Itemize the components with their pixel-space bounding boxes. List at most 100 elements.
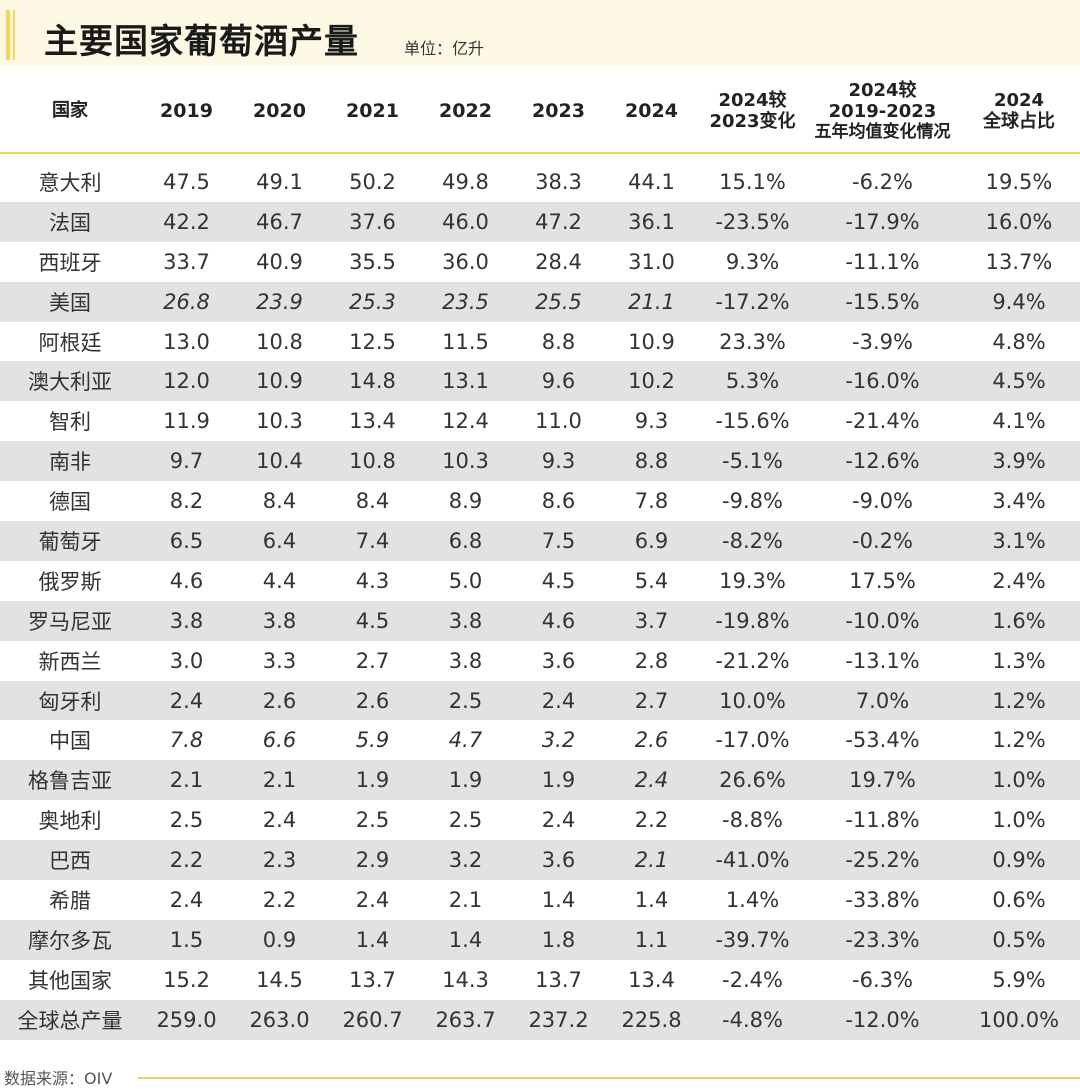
- value-cell-y2019: 12.0: [140, 361, 233, 402]
- value-cell-share: 3.4%: [992, 489, 1046, 514]
- spacer-row: [0, 153, 1080, 162]
- value-cell-share: 1.6%: [958, 600, 1080, 641]
- value-cell-y2022: 2.5: [448, 808, 483, 833]
- value-cell-y2024: 8.8: [605, 441, 698, 482]
- value-cell-y2021: 1.9: [326, 760, 419, 801]
- value-cell-y2019: 13.0: [163, 329, 210, 354]
- value-cell-y2024: 36.1: [605, 201, 698, 242]
- value-cell-y2022: 3.2: [419, 840, 512, 881]
- value-cell-y2023: 25.5: [512, 281, 605, 322]
- value-cell-y2020: 2.1: [233, 760, 326, 801]
- table-row: 德国 8.2 8.4 8.4 8.9 8.6 7.8 -9.8% -9.0% 3.4%: [0, 481, 1080, 521]
- value-cell-y2022: 8.9: [448, 489, 483, 514]
- value-cell-chg: -15.6%: [715, 409, 790, 434]
- value-cell-y2022: 13.1: [419, 361, 512, 402]
- value-cell-chg: -5.1%: [698, 441, 807, 482]
- value-cell-avg: -6.2%: [852, 169, 913, 194]
- value-cell-y2022: 5.0: [448, 568, 483, 593]
- header-country: 国家: [0, 70, 140, 154]
- value-cell-chg: 9.3%: [725, 249, 780, 274]
- value-cell-y2022: 1.9: [419, 760, 512, 801]
- header-row: 国家 2019 2020 2021 2022 2023 2024 2024较 2…: [0, 70, 1080, 154]
- value-cell-y2020: 0.9: [233, 919, 326, 960]
- table-row: 中国 7.8 6.6 5.9 4.7 3.2 2.6 -17.0% -53.4% 1.2%: [0, 720, 1080, 760]
- header-change-line2: 2023变化: [709, 111, 796, 132]
- table-row: 其他国家 15.2 14.5 13.7 14.3 13.7 13.4 -2.4% -6.3% 5.…: [0, 960, 1080, 1000]
- value-cell-share: 9.4%: [958, 281, 1080, 322]
- table-row: 智利 11.9 10.3 13.4 12.4 11.0 9.3 -15.6% -21.4% 4.1…: [0, 401, 1080, 441]
- value-cell-y2019: 2.4: [140, 680, 233, 721]
- country-cell: 法国: [0, 201, 140, 242]
- value-cell-share: 3.1%: [958, 521, 1080, 561]
- value-cell-y2021: 2.5: [355, 808, 390, 833]
- value-cell-y2024: 1.1: [605, 919, 698, 960]
- value-cell-y2021: 4.3: [355, 568, 390, 593]
- value-cell-y2021: 2.7: [355, 648, 390, 673]
- value-cell-y2020: 2.4: [262, 808, 297, 833]
- header-change-vs-2023: 2024较 2023变化: [698, 70, 807, 154]
- footer-divider: [138, 1077, 1080, 1079]
- country-cell: 格鲁吉亚: [0, 760, 140, 801]
- value-cell-y2020: 23.9: [233, 281, 326, 322]
- value-cell-y2020: 14.5: [256, 967, 303, 992]
- value-cell-y2020: 49.1: [256, 169, 303, 194]
- title-accent-thin: [13, 10, 15, 60]
- value-cell-avg: -21.4%: [845, 409, 920, 434]
- value-cell-y2020: 263.0: [233, 999, 326, 1040]
- value-cell-y2020: 4.4: [262, 568, 297, 593]
- table-row: 法国 42.2 46.7 37.6 46.0 47.2 36.1 -23.5% -17.9% 16…: [0, 201, 1080, 242]
- value-cell-avg: -0.2%: [807, 521, 958, 561]
- header-avg-line2: 2019-2023: [828, 100, 937, 122]
- page-title: 主要国家葡萄酒产量: [44, 22, 359, 62]
- value-cell-y2023: 4.5: [541, 568, 576, 593]
- country-cell: 匈牙利: [0, 680, 140, 721]
- value-cell-avg: -23.3%: [807, 919, 958, 960]
- value-cell-y2019: 2.1: [140, 760, 233, 801]
- value-cell-y2021: 7.4: [326, 521, 419, 561]
- header-2019: 2019: [140, 70, 233, 154]
- value-cell-y2021: 10.8: [326, 441, 419, 482]
- value-cell-y2023: 9.3: [512, 441, 605, 482]
- value-cell-y2019: 7.8: [169, 728, 204, 753]
- country-cell: 阿根廷: [38, 330, 102, 355]
- value-cell-y2019: 3.0: [169, 648, 204, 673]
- value-cell-share: 13.7%: [985, 249, 1053, 274]
- value-cell-share: 5.9%: [992, 967, 1046, 992]
- value-cell-chg: 15.1%: [719, 169, 786, 194]
- value-cell-y2019: 2.5: [169, 808, 204, 833]
- table-row: 阿根廷 13.0 10.8 12.5 11.5 8.8 10.9 23.3% -3.9% 4.8%: [0, 322, 1080, 362]
- value-cell-y2019: 8.2: [169, 489, 204, 514]
- value-cell-y2021: 2.9: [326, 840, 419, 881]
- value-cell-y2024: 2.1: [605, 840, 698, 881]
- table-row: 全球总产量 259.0 263.0 260.7 263.7 237.2 225.8 -4.8%…: [0, 999, 1080, 1040]
- value-cell-y2023: 2.4: [541, 808, 576, 833]
- value-cell-y2020: 40.9: [256, 249, 303, 274]
- value-cell-y2024: 9.3: [634, 409, 669, 434]
- value-cell-y2023: 3.2: [541, 728, 576, 753]
- value-cell-y2022: 3.8: [448, 648, 483, 673]
- value-cell-y2019: 47.5: [163, 169, 210, 194]
- value-cell-y2024: 2.4: [605, 760, 698, 801]
- value-cell-avg: -53.4%: [845, 728, 920, 753]
- country-cell: 德国: [49, 490, 91, 515]
- value-cell-chg: 23.3%: [719, 329, 786, 354]
- value-cell-y2020: 10.9: [233, 361, 326, 402]
- table-row: 西班牙 33.7 40.9 35.5 36.0 28.4 31.0 9.3% -11.1% 13.…: [0, 242, 1080, 282]
- value-cell-chg: 26.6%: [698, 760, 807, 801]
- value-cell-y2021: 4.5: [326, 600, 419, 641]
- table-row: 罗马尼亚 3.8 3.8 4.5 3.8 4.6 3.7 -19.8% -10.0% 1.6%: [0, 600, 1080, 641]
- table-row: 南非 9.7 10.4 10.8 10.3 9.3 8.8 -5.1% -12.6% 3.9%: [0, 441, 1080, 482]
- value-cell-chg: -2.4%: [722, 967, 783, 992]
- value-cell-y2020: 3.8: [233, 600, 326, 641]
- value-cell-avg: -33.8%: [845, 887, 920, 912]
- value-cell-y2023: 11.0: [535, 409, 582, 434]
- table-row: 新西兰 3.0 3.3 2.7 3.8 3.6 2.8 -21.2% -13.1% 1.3%: [0, 641, 1080, 681]
- country-cell: 希腊: [49, 888, 91, 913]
- table-row: 意大利 47.5 49.1 50.2 49.8 38.3 44.1 15.1% -6.2% 19.…: [0, 162, 1080, 202]
- value-cell-y2020: 10.8: [256, 329, 303, 354]
- value-cell-avg: 17.5%: [849, 568, 916, 593]
- value-cell-y2023: 7.5: [512, 521, 605, 561]
- value-cell-y2019: 26.8: [140, 281, 233, 322]
- value-cell-avg: -17.9%: [807, 201, 958, 242]
- value-cell-y2023: 47.2: [512, 201, 605, 242]
